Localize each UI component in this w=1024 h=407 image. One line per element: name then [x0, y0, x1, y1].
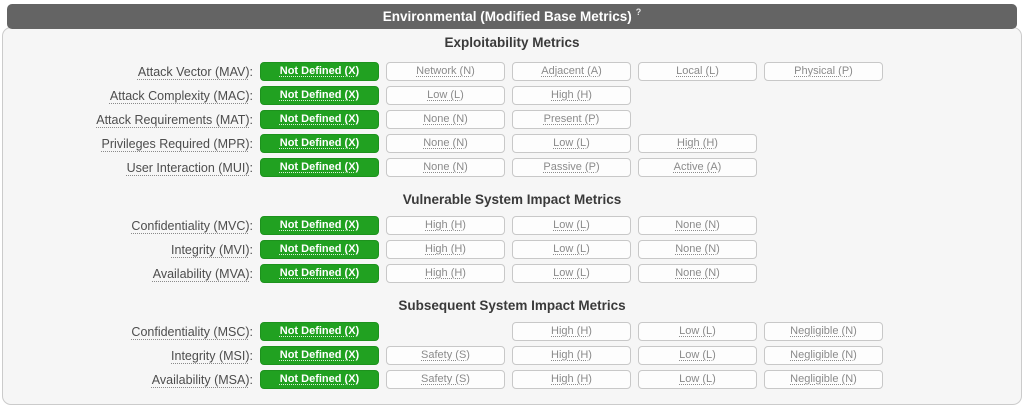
metric-row-mpr: Privileges Required (MPR): Not Defined (… [3, 134, 1021, 153]
option-msa-high[interactable]: High (H) [512, 370, 631, 389]
metric-label-mav: Attack Vector (MAV): [137, 64, 253, 79]
option-msi-low[interactable]: Low (L) [638, 346, 757, 365]
metric-row-msc: Confidentiality (MSC): Not Defined (X) H… [3, 322, 1021, 341]
option-mav-not-defined[interactable]: Not Defined (X) [260, 62, 379, 81]
option-mac-not-defined[interactable]: Not Defined (X) [260, 86, 379, 105]
metric-label-mui: User Interaction (MUI): [126, 160, 253, 175]
option-mva-none[interactable]: None (N) [638, 264, 757, 283]
option-msi-safety[interactable]: Safety (S) [386, 346, 505, 365]
option-mvi-low[interactable]: Low (L) [512, 240, 631, 259]
option-mav-physical[interactable]: Physical (P) [764, 62, 883, 81]
option-msi-negligible[interactable]: Negligible (N) [764, 346, 883, 365]
empty-option-slot [386, 322, 505, 341]
option-mvc-low[interactable]: Low (L) [512, 216, 631, 235]
option-msa-safety[interactable]: Safety (S) [386, 370, 505, 389]
metric-label-msi: Integrity (MSI): [171, 348, 253, 363]
option-mui-none[interactable]: None (N) [386, 158, 505, 177]
metric-row-mva: Availability (MVA): Not Defined (X) High… [3, 264, 1021, 283]
heading-subsequent-system-impact: Subsequent System Impact Metrics [398, 298, 626, 313]
metric-row-mvi: Integrity (MVI): Not Defined (X) High (H… [3, 240, 1021, 259]
section-header-bar: Environmental (Modified Base Metrics) ? [7, 4, 1017, 29]
option-msi-not-defined[interactable]: Not Defined (X) [260, 346, 379, 365]
option-mvi-not-defined[interactable]: Not Defined (X) [260, 240, 379, 259]
option-mat-not-defined[interactable]: Not Defined (X) [260, 110, 379, 129]
metric-row-mac: Attack Complexity (MAC): Not Defined (X)… [3, 86, 1021, 105]
option-msc-high[interactable]: High (H) [512, 322, 631, 341]
option-msa-negligible[interactable]: Negligible (N) [764, 370, 883, 389]
option-mat-none[interactable]: None (N) [386, 110, 505, 129]
metric-label-mvc: Confidentiality (MVC): [131, 218, 253, 233]
metric-row-msi: Integrity (MSI): Not Defined (X) Safety … [3, 346, 1021, 365]
option-mat-present[interactable]: Present (P) [512, 110, 631, 129]
section-title: Environmental (Modified Base Metrics) [382, 9, 632, 24]
option-mva-not-defined[interactable]: Not Defined (X) [260, 264, 379, 283]
option-mvc-not-defined[interactable]: Not Defined (X) [260, 216, 379, 235]
option-mac-high[interactable]: High (H) [512, 86, 631, 105]
metric-label-mat: Attack Requirements (MAT): [96, 112, 253, 127]
option-mva-high[interactable]: High (H) [386, 264, 505, 283]
option-mav-adjacent[interactable]: Adjacent (A) [512, 62, 631, 81]
metric-label-msa: Availability (MSA): [151, 372, 253, 387]
option-msc-negligible[interactable]: Negligible (N) [764, 322, 883, 341]
metric-row-msa: Availability (MSA): Not Defined (X) Safe… [3, 370, 1021, 389]
metric-label-mpr: Privileges Required (MPR): [101, 136, 253, 151]
option-mvi-none[interactable]: None (N) [638, 240, 757, 259]
option-mvc-none[interactable]: None (N) [638, 216, 757, 235]
option-mpr-high[interactable]: High (H) [638, 134, 757, 153]
option-mac-low[interactable]: Low (L) [386, 86, 505, 105]
metric-label-mva: Availability (MVA): [152, 266, 253, 281]
metric-label-mvi: Integrity (MVI): [171, 242, 253, 257]
option-msa-not-defined[interactable]: Not Defined (X) [260, 370, 379, 389]
option-mui-passive[interactable]: Passive (P) [512, 158, 631, 177]
option-mvc-high[interactable]: High (H) [386, 216, 505, 235]
option-mpr-none[interactable]: None (N) [386, 134, 505, 153]
option-mav-network[interactable]: Network (N) [386, 62, 505, 81]
option-mui-not-defined[interactable]: Not Defined (X) [260, 158, 379, 177]
option-mpr-not-defined[interactable]: Not Defined (X) [260, 134, 379, 153]
metric-label-mac: Attack Complexity (MAC): [109, 88, 253, 103]
option-msi-high[interactable]: High (H) [512, 346, 631, 365]
metric-label-msc: Confidentiality (MSC): [131, 324, 253, 339]
heading-vulnerable-system-impact: Vulnerable System Impact Metrics [402, 192, 622, 207]
help-link[interactable]: ? [635, 7, 642, 17]
option-mva-low[interactable]: Low (L) [512, 264, 631, 283]
option-msc-low[interactable]: Low (L) [638, 322, 757, 341]
metric-row-mat: Attack Requirements (MAT): Not Defined (… [3, 110, 1021, 129]
option-mui-active[interactable]: Active (A) [638, 158, 757, 177]
option-msc-not-defined[interactable]: Not Defined (X) [260, 322, 379, 341]
metric-row-mui: User Interaction (MUI): Not Defined (X) … [3, 158, 1021, 177]
heading-exploitability-metrics: Exploitability Metrics [444, 35, 580, 50]
option-mpr-low[interactable]: Low (L) [512, 134, 631, 153]
option-mav-local[interactable]: Local (L) [638, 62, 757, 81]
metric-row-mvc: Confidentiality (MVC): Not Defined (X) H… [3, 216, 1021, 235]
metric-row-mav: Attack Vector (MAV): Not Defined (X) Net… [3, 62, 1021, 81]
metrics-panel: Exploitability Metrics Attack Vector (MA… [2, 27, 1022, 405]
option-mvi-high[interactable]: High (H) [386, 240, 505, 259]
option-msa-low[interactable]: Low (L) [638, 370, 757, 389]
